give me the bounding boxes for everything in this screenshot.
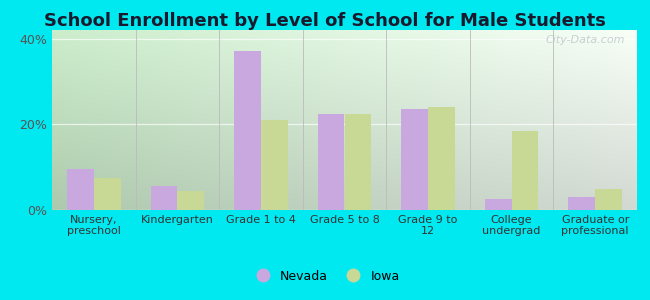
- Bar: [151, 186, 177, 210]
- Bar: [428, 107, 455, 210]
- Bar: [94, 178, 120, 210]
- Bar: [344, 114, 371, 210]
- Bar: [401, 109, 428, 210]
- Text: City-Data.com: City-Data.com: [546, 35, 625, 45]
- Bar: [569, 197, 595, 210]
- Bar: [177, 191, 204, 210]
- Bar: [261, 120, 288, 210]
- Bar: [512, 131, 538, 210]
- Bar: [318, 114, 344, 210]
- Bar: [234, 51, 261, 210]
- Text: School Enrollment by Level of School for Male Students: School Enrollment by Level of School for…: [44, 12, 606, 30]
- Bar: [595, 189, 622, 210]
- Bar: [485, 199, 512, 210]
- Legend: Nevada, Iowa: Nevada, Iowa: [245, 265, 405, 288]
- Bar: [67, 169, 94, 210]
